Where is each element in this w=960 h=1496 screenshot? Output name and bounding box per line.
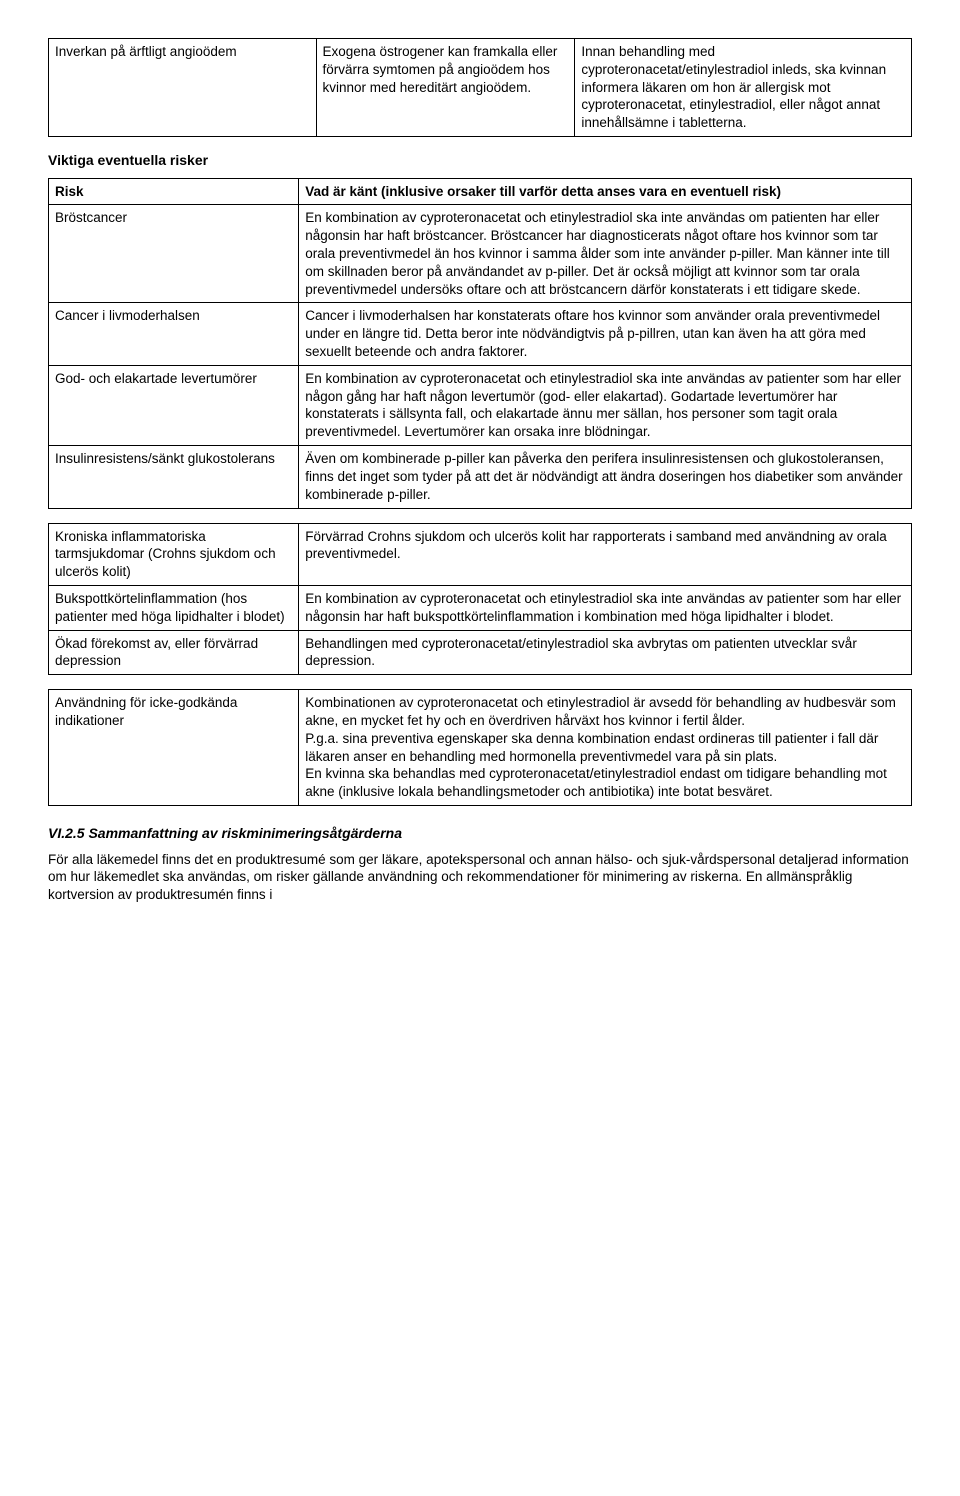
header-c2: Vad är känt (inklusive orsaker till varf…: [299, 178, 912, 205]
table-angioedema: Inverkan på ärftligt angioödem Exogena ö…: [48, 38, 912, 137]
cell-c1: God- och elakartade levertumörer: [49, 365, 299, 445]
table-row: Bröstcancer En kombination av cyproteron…: [49, 205, 912, 303]
table-row: God- och elakartade levertumörer En komb…: [49, 365, 912, 445]
header-c1: Risk: [49, 178, 299, 205]
cell-c2: Förvärrad Crohns sjukdom och ulcerös kol…: [299, 523, 912, 585]
cell-c1: Insulinresistens/sänkt glukostolerans: [49, 446, 299, 508]
cell-c2: Exogena östrogener kan framkalla eller f…: [316, 39, 575, 137]
cell-c1: Användning för icke-godkända indikatione…: [49, 690, 299, 806]
cell-c2: En kombination av cyproteronacetat och e…: [299, 365, 912, 445]
table-row: Ökad förekomst av, eller förvärrad depre…: [49, 630, 912, 675]
cell-c2: Även om kombinerade p-piller kan påverka…: [299, 446, 912, 508]
table-row: Insulinresistens/sänkt glukostolerans Äv…: [49, 446, 912, 508]
para-summary: För alla läkemedel finns det en produktr…: [48, 851, 912, 904]
heading-risks: Viktiga eventuella risker: [48, 151, 912, 169]
table-off-label: Användning för icke-godkända indikatione…: [48, 689, 912, 806]
para: En kvinna ska behandlas med cyproteronac…: [305, 765, 905, 801]
cell-c1: Inverkan på ärftligt angioödem: [49, 39, 317, 137]
cell-c2: Behandlingen med cyproteronacetat/etinyl…: [299, 630, 912, 675]
cell-c1: Cancer i livmoderhalsen: [49, 303, 299, 365]
cell-c2: Cancer i livmoderhalsen har konstaterats…: [299, 303, 912, 365]
heading-section-vi25: VI.2.5 Sammanfattning av riskminimerings…: [48, 824, 912, 842]
cell-c1: Kroniska inflammatoriska tarmsjukdomar (…: [49, 523, 299, 585]
cell-c2: En kombination av cyproteronacetat och e…: [299, 585, 912, 630]
cell-c1: Bröstcancer: [49, 205, 299, 303]
cell-c2: En kombination av cyproteronacetat och e…: [299, 205, 912, 303]
table-row: Användning för icke-godkända indikatione…: [49, 690, 912, 806]
table-risks-secondary: Kroniska inflammatoriska tarmsjukdomar (…: [48, 523, 912, 676]
table-row: Kroniska inflammatoriska tarmsjukdomar (…: [49, 523, 912, 585]
table-risks-main: Risk Vad är känt (inklusive orsaker till…: [48, 178, 912, 509]
table-row: Cancer i livmoderhalsen Cancer i livmode…: [49, 303, 912, 365]
table-row: Risk Vad är känt (inklusive orsaker till…: [49, 178, 912, 205]
cell-c1: Bukspottkörtelinflammation (hos patiente…: [49, 585, 299, 630]
para: P.g.a. sina preventiva egenskaper ska de…: [305, 730, 905, 766]
cell-c1: Ökad förekomst av, eller förvärrad depre…: [49, 630, 299, 675]
cell-c2: Kombinationen av cyproteronacetat och et…: [299, 690, 912, 806]
para: Kombinationen av cyproteronacetat och et…: [305, 694, 905, 730]
table-row: Inverkan på ärftligt angioödem Exogena ö…: [49, 39, 912, 137]
cell-c3: Innan behandling med cyproteronacetat/et…: [575, 39, 912, 137]
table-row: Bukspottkörtelinflammation (hos patiente…: [49, 585, 912, 630]
